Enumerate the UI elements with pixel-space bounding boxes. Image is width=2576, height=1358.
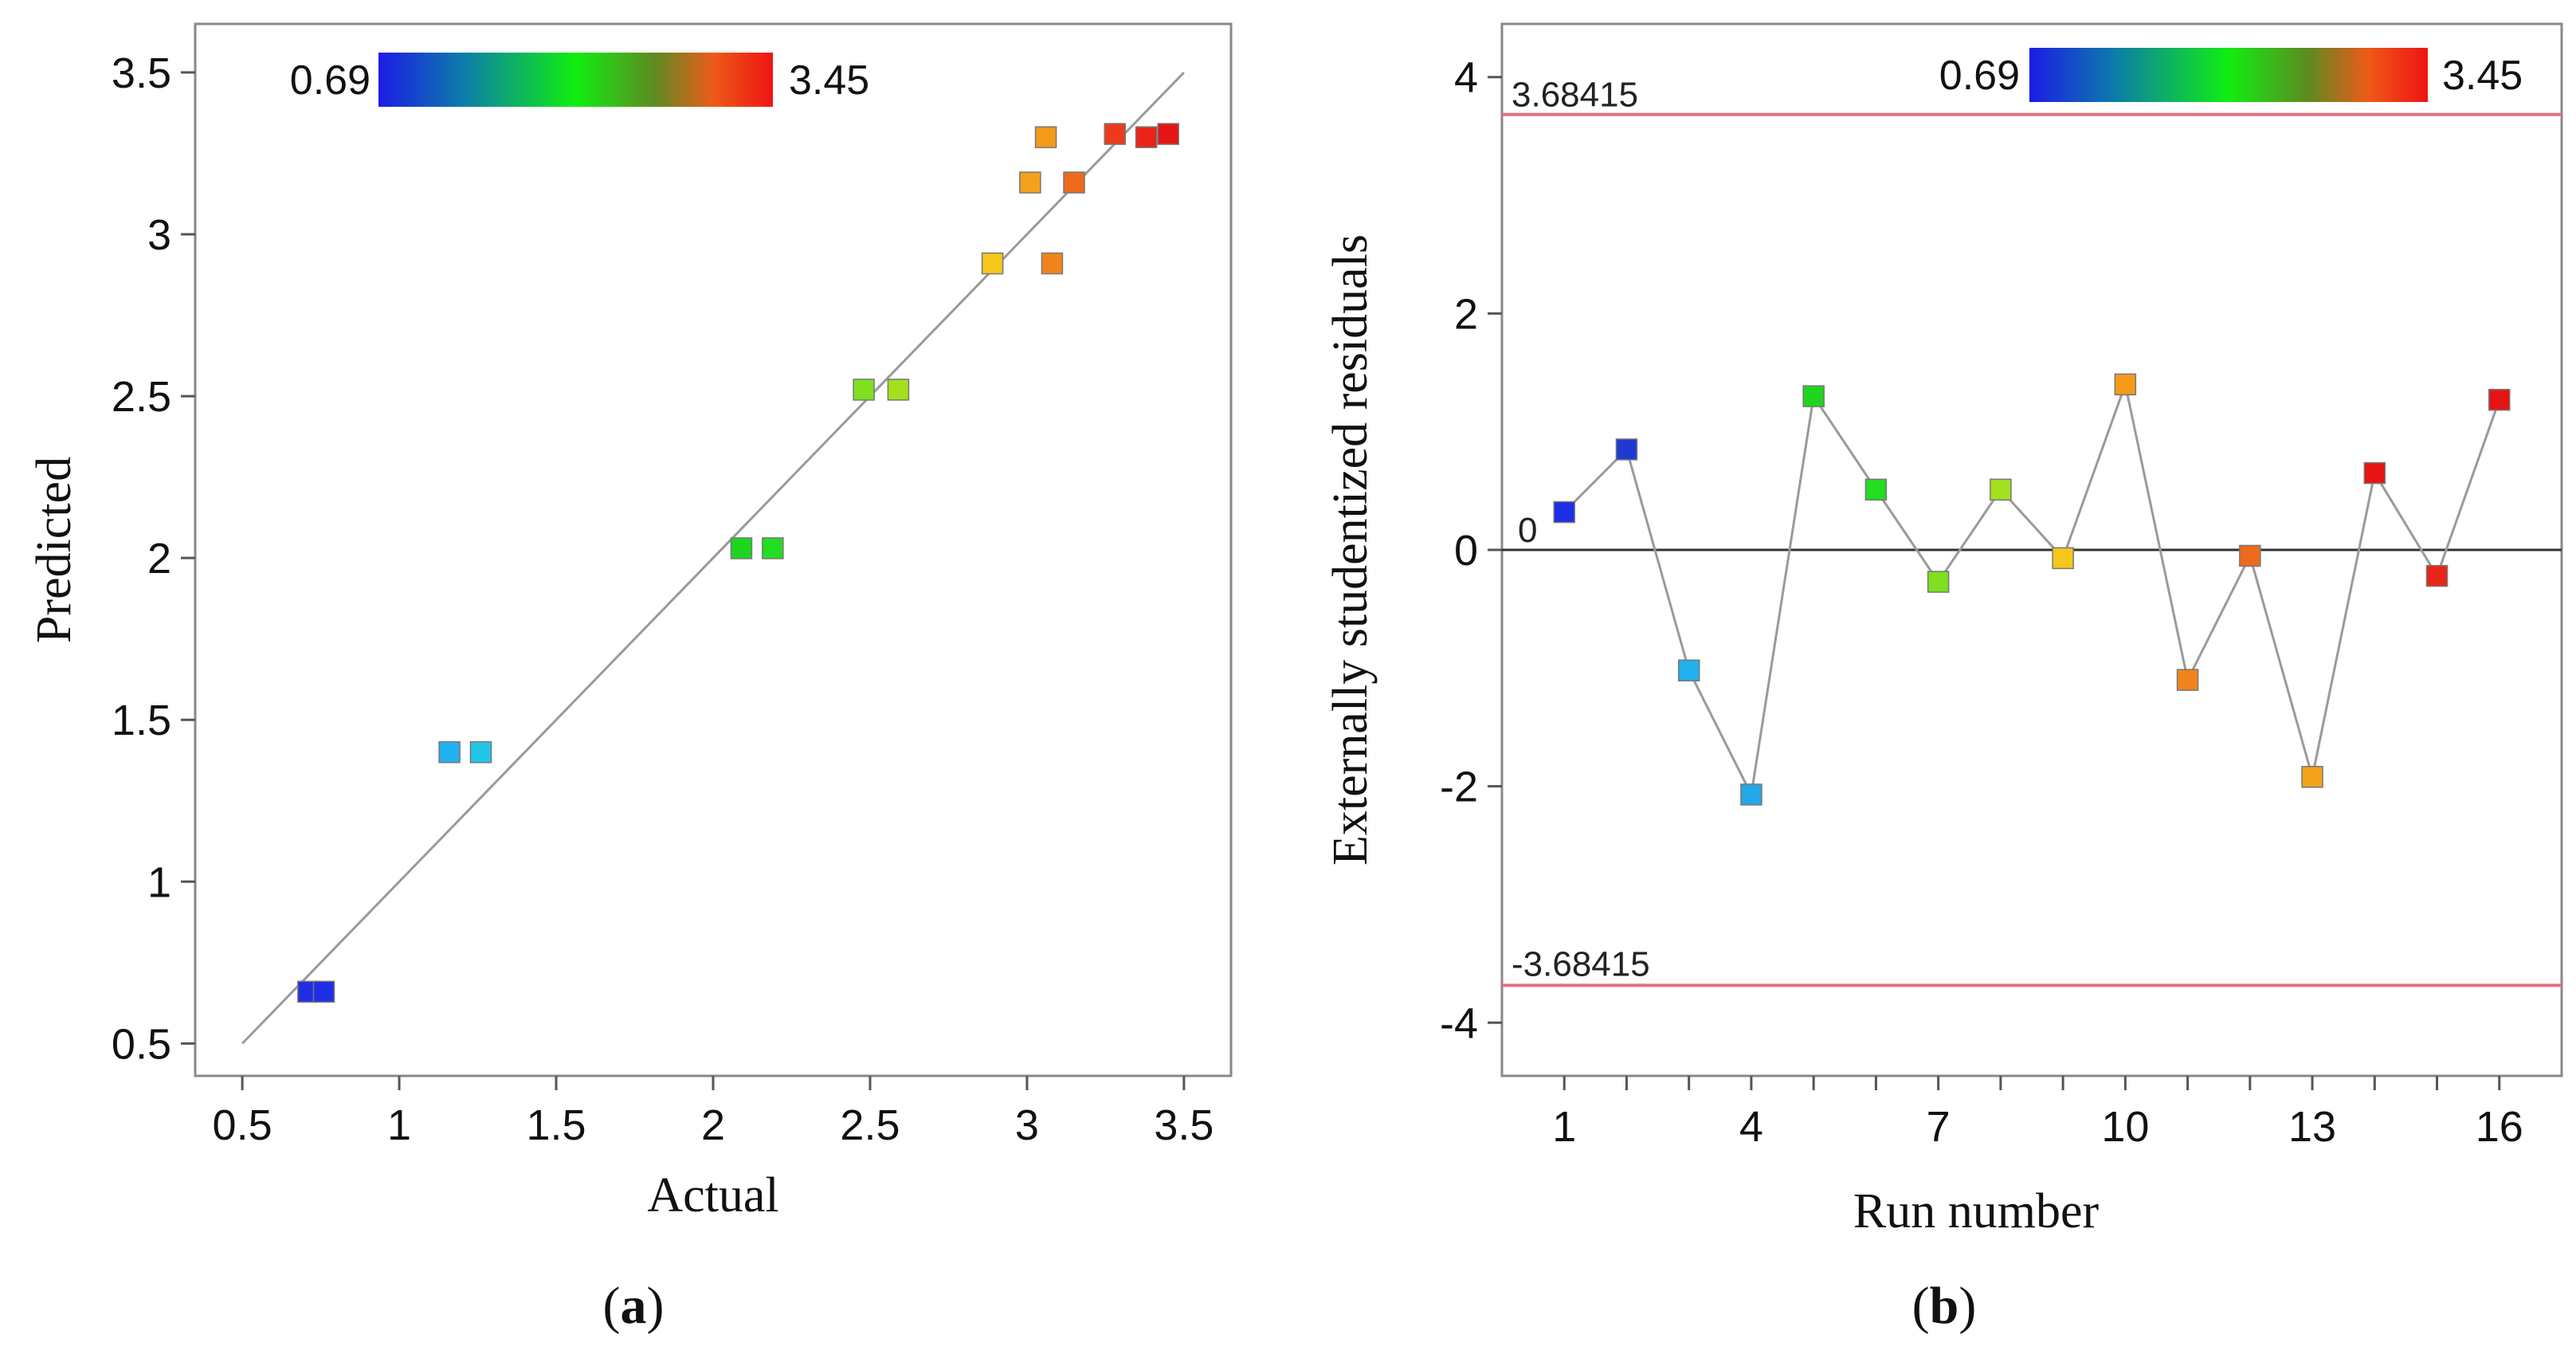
- panel-b-data-point: [1553, 500, 1575, 524]
- panel-a-x-tick-label: 1: [387, 1101, 411, 1149]
- panel-b-data-point: [2488, 388, 2511, 411]
- panel-b-data-point: [2425, 564, 2449, 587]
- panel-a-caption: (a): [603, 1277, 665, 1335]
- panel-b-data-point: [2301, 766, 2323, 788]
- panel-b-data-point: [2114, 373, 2137, 396]
- panel-b-data-point: [2176, 669, 2199, 691]
- panel-b-lower-limit-label: -3.68415: [1511, 944, 1650, 983]
- panel-b-colorbar-max-label: 3.45: [2442, 53, 2523, 99]
- panel-a-data-point: [1104, 123, 1126, 145]
- panel-b-data-point: [1990, 478, 2012, 501]
- panel-a-data-point: [469, 741, 492, 763]
- panel-b-y-axis-title: Externally studentized residuals: [1323, 234, 1378, 865]
- panel-b-data-point: [1864, 478, 1888, 501]
- panel-a-x-tick-label: 3: [1015, 1101, 1039, 1149]
- panel-a-data-point: [312, 980, 335, 1003]
- panel-b-data-point: [1927, 571, 1950, 593]
- panel-a-data-point: [1034, 126, 1057, 148]
- panel-b-y-tick-label: -4: [1440, 999, 1478, 1047]
- panel-a-x-axis-ticks: 0.5 1 1.5 2 2.5 3 3.5: [213, 1076, 1214, 1149]
- panel-b-x-tick-label: 13: [2288, 1103, 2336, 1151]
- panel-a-x-tick-label: 2.5: [840, 1101, 900, 1149]
- panel-a-colorbar: 0.69 3.45: [290, 53, 869, 107]
- panel-b-x-tick-label: 10: [2101, 1103, 2149, 1151]
- panel-a-data-point: [438, 741, 461, 763]
- panel-b-data-point: [2363, 461, 2386, 485]
- panel-a-data-point: [1063, 171, 1085, 194]
- panel-b-colorbar: 0.69 3.45: [1939, 48, 2523, 102]
- panel-b-x-tick-label: 1: [1552, 1103, 1576, 1151]
- panel-b-data-point: [2052, 547, 2074, 570]
- panel-b-zero-label: 0: [1518, 511, 1537, 550]
- panel-a-x-tick-label: 2: [701, 1101, 725, 1149]
- panel-a-y-tick-label: 2.5: [112, 373, 171, 421]
- panel-a-y-axis-ticks: 0.5 1 1.5 2 2.5 3 3.5: [112, 49, 195, 1068]
- panel-a-x-tick-label: 1.5: [526, 1101, 586, 1149]
- panel-b-y-tick-label: 0: [1454, 527, 1478, 575]
- panel-b-points: [1553, 373, 2511, 806]
- panel-a-x-tick-label: 3.5: [1154, 1101, 1214, 1149]
- panel-b-series-line: [1563, 379, 2501, 799]
- panel-b-x-tick-label: 7: [1927, 1103, 1951, 1151]
- panel-a-points: [297, 123, 1179, 1003]
- panel-a-y-tick-label: 1: [147, 858, 171, 906]
- panel-a-predicted-vs-actual: 0.69 3.45 0.5 1 1.5 2 2.5 3 3.5 0.5 1 1.5 2 2.5 3 3.…: [27, 22, 1233, 1335]
- panel-a-data-point: [853, 379, 875, 401]
- panel-a-y-tick-label: 1.5: [112, 697, 171, 744]
- panel-a-y-tick-label: 2: [147, 535, 171, 583]
- panel-a-reference-line: [241, 71, 1185, 1045]
- panel-b-y-tick-label: -2: [1440, 763, 1478, 811]
- panel-a-y-axis-title: Predicted: [27, 457, 81, 643]
- panel-b-upper-limit-label: 3.68415: [1511, 76, 1638, 115]
- panel-b-colorbar-min-label: 0.69: [1939, 53, 2020, 99]
- panel-b-data-point: [2239, 544, 2261, 567]
- panel-b-data-point: [1802, 385, 1825, 407]
- panel-b-residuals-vs-run: 3.68415 -3.68415 0 0.69 3.45 1 4 7 10 13 16 4…: [1323, 22, 2563, 1335]
- panel-b-x-axis-title: Run number: [1853, 1184, 2100, 1238]
- panel-a-data-point: [1019, 171, 1041, 194]
- panel-a-data-point: [981, 252, 1004, 275]
- panel-b-data-point: [1615, 438, 1638, 461]
- panel-b-data-point: [1677, 659, 1700, 682]
- panel-a-data-point: [1041, 252, 1064, 275]
- panel-a-x-axis-title: Actual: [647, 1168, 778, 1223]
- panel-a-data-point: [762, 537, 784, 559]
- panel-a-colorbar-gradient: [378, 53, 773, 107]
- panel-b-data-point: [1740, 783, 1762, 806]
- panel-a-y-tick-label: 3.5: [112, 49, 171, 97]
- panel-b-y-tick-label: 4: [1454, 54, 1478, 102]
- panel-a-y-tick-label: 0.5: [112, 1020, 171, 1068]
- panel-b-caption: (b): [1912, 1277, 1977, 1335]
- panel-b-y-axis-ticks: 4 2 0 -2 -4: [1440, 54, 1502, 1047]
- panel-a-data-point: [1157, 123, 1179, 145]
- panel-a-plot-frame: [194, 22, 1233, 1077]
- panel-a-colorbar-max-label: 3.45: [789, 57, 869, 104]
- panel-a-x-tick-label: 0.5: [213, 1101, 272, 1149]
- panel-b-y-tick-label: 2: [1454, 290, 1478, 338]
- panel-b-x-axis-ticks: 1 4 7 10 13 16: [1552, 1076, 2523, 1151]
- panel-b-x-tick-label: 4: [1739, 1103, 1763, 1151]
- panel-a-data-point: [730, 537, 753, 559]
- panel-a-colorbar-min-label: 0.69: [290, 57, 371, 104]
- panel-a-data-point: [1135, 126, 1158, 148]
- panel-b-colorbar-gradient: [2029, 48, 2428, 102]
- panel-a-y-tick-label: 3: [147, 211, 171, 259]
- panel-b-x-tick-label: 16: [2476, 1103, 2523, 1151]
- panel-a-data-point: [887, 379, 910, 401]
